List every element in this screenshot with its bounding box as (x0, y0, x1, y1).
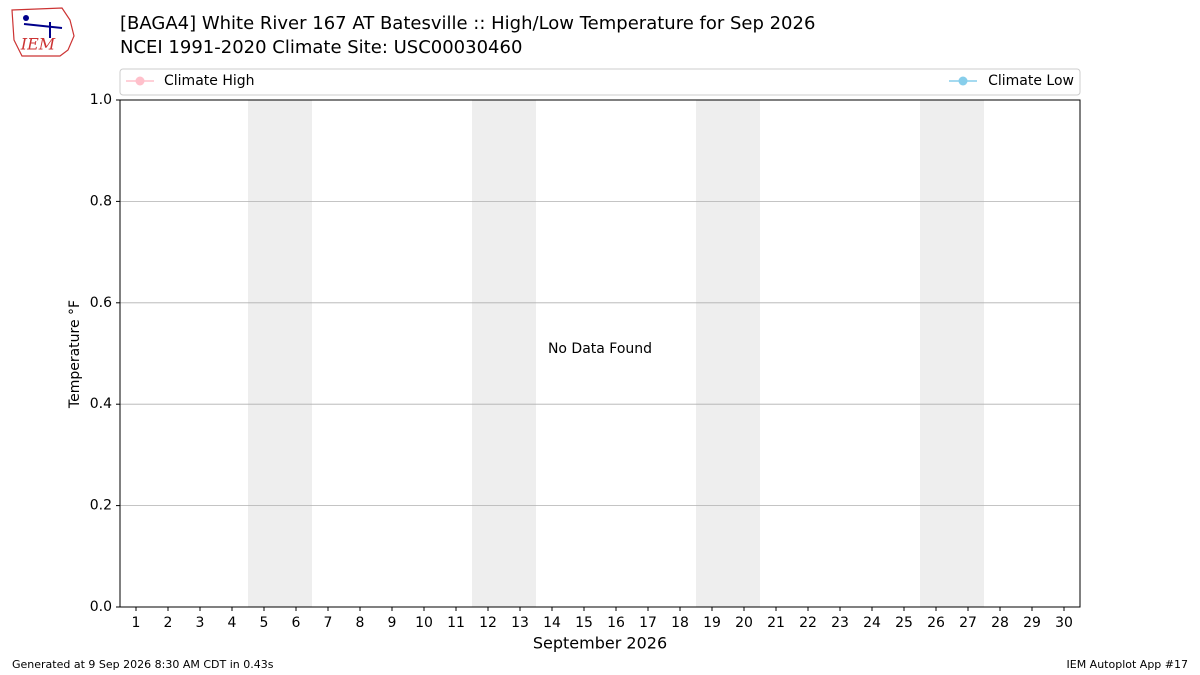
x-tick-label: 17 (639, 615, 657, 631)
x-tick-label: 28 (991, 615, 1009, 631)
x-tick-label: 8 (356, 615, 365, 631)
footer-right: IEM Autoplot App #17 (1067, 658, 1189, 671)
x-tick-label: 20 (735, 615, 753, 631)
footer-left: Generated at 9 Sep 2026 8:30 AM CDT in 0… (12, 658, 274, 671)
x-tick-label: 13 (511, 615, 529, 631)
y-tick-label: 0.8 (90, 193, 112, 209)
y-tick-label: 0.0 (90, 599, 112, 615)
logo-bar (23, 23, 63, 29)
x-tick-label: 21 (767, 615, 785, 631)
x-tick-label: 16 (607, 615, 625, 631)
x-tick-label: 10 (415, 615, 433, 631)
weekend-shade (280, 100, 312, 607)
x-tick-label: 9 (388, 615, 397, 631)
legend-label: Climate Low (988, 73, 1074, 89)
weekend-shade (728, 100, 760, 607)
weekend-shade (920, 100, 952, 607)
x-tick-label: 3 (196, 615, 205, 631)
x-tick-label: 4 (228, 615, 237, 631)
plot-frame (119, 99, 1081, 608)
chart-subtitle: NCEI 1991-2020 Climate Site: USC00030460 (120, 37, 522, 58)
x-tick-label: 7 (324, 615, 333, 631)
x-tick-label: 24 (863, 615, 881, 631)
y-tick-label: 0.2 (90, 498, 112, 514)
chart-title: [BAGA4] White River 167 AT Batesville ::… (120, 13, 815, 34)
weekend-shade (696, 100, 728, 607)
x-tick-label: 26 (927, 615, 945, 631)
legend-marker (958, 76, 968, 86)
y-axis-label: Temperature °F (67, 300, 83, 409)
x-tick-label: 12 (479, 615, 497, 631)
weekend-shade (952, 100, 984, 607)
x-tick-label: 1 (132, 615, 141, 631)
x-tick-label: 25 (895, 615, 913, 631)
x-tick-label: 2 (164, 615, 173, 631)
x-tick-label: 30 (1055, 615, 1073, 631)
legend-label: Climate High (164, 73, 255, 89)
x-tick-label: 29 (1023, 615, 1041, 631)
x-tick-label: 15 (575, 615, 593, 631)
x-tick-label: 5 (260, 615, 269, 631)
y-tick-label: 0.4 (90, 396, 112, 412)
x-tick-label: 18 (671, 615, 689, 631)
legend-marker (135, 76, 145, 86)
logo-dot (23, 15, 29, 21)
logo-text: IEM (20, 35, 56, 54)
weekend-shade (248, 100, 280, 607)
weekend-shade (504, 100, 536, 607)
x-tick-label: 14 (543, 615, 561, 631)
legend-box (119, 68, 1081, 96)
y-tick-label: 1.0 (90, 92, 112, 108)
annotation: No Data Found (548, 341, 652, 357)
x-tick-label: 23 (831, 615, 849, 631)
x-axis-label: September 2026 (533, 634, 667, 653)
x-tick-label: 6 (292, 615, 301, 631)
x-tick-label: 27 (959, 615, 977, 631)
weekend-shade (472, 100, 504, 607)
x-tick-label: 22 (799, 615, 817, 631)
logo: IEM (11, 7, 75, 57)
x-tick-label: 11 (447, 615, 465, 631)
y-tick-label: 0.6 (90, 295, 112, 311)
x-tick-label: 19 (703, 615, 721, 631)
